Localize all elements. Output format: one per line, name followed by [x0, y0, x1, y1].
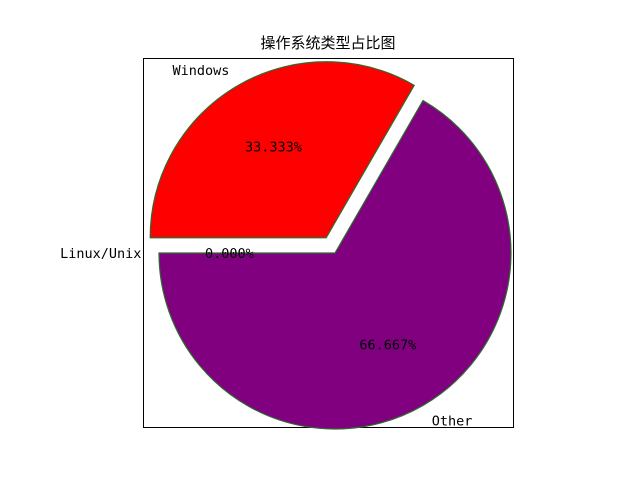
pie-slice-other: [158, 99, 512, 430]
slice-label-windows: Windows: [172, 63, 229, 79]
slice-percent-windows: 33.333%: [245, 139, 302, 155]
slice-label-linux-unix: Linux/Unix: [60, 246, 141, 262]
slice-percent-linux-unix: 0.000%: [205, 246, 254, 262]
chart-title: 操作系统类型占比图: [260, 34, 395, 52]
slice-label-other: Other: [432, 414, 473, 430]
pie-slices: [149, 61, 512, 430]
pie-labels: Windows 33.333% Linux/Unix 0.000% Other 66.66…: [60, 63, 472, 430]
slice-percent-other: 66.667%: [359, 337, 416, 353]
pie-slice-windows: [149, 61, 416, 239]
